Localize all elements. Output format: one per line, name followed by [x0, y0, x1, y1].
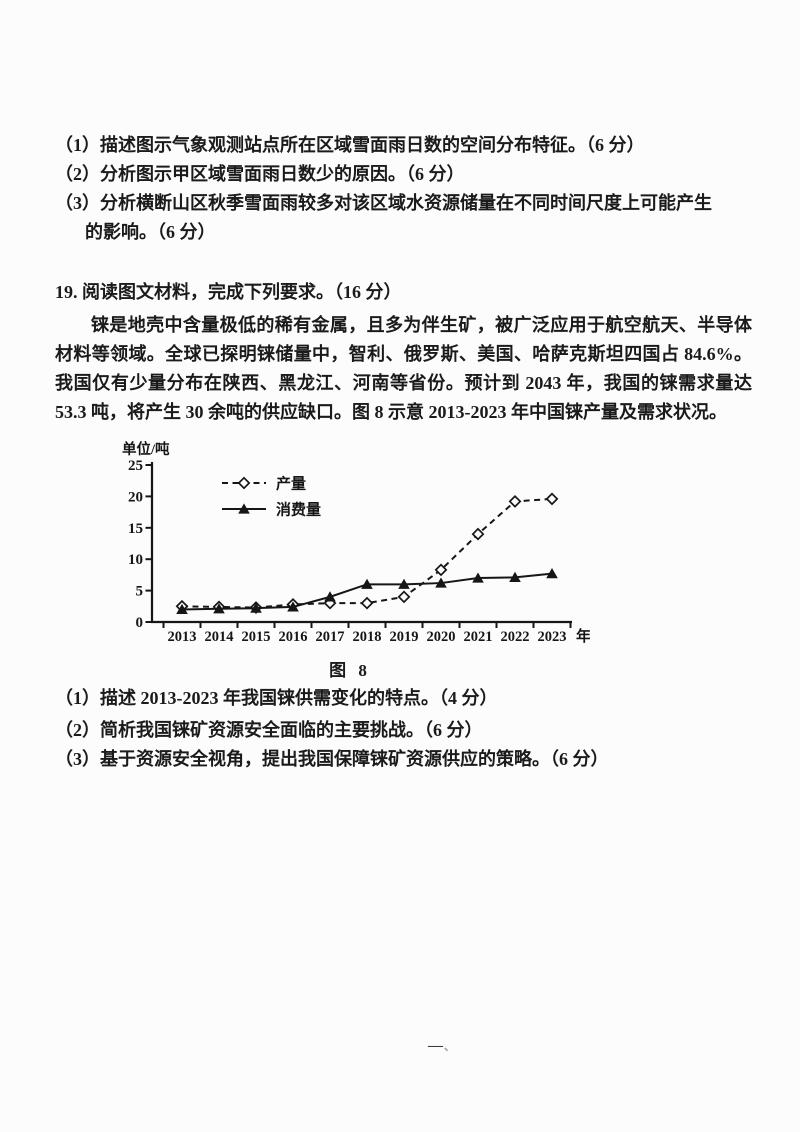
x-tick-label: 2022	[501, 629, 530, 645]
figure-8-chart: 单位/吨 0 5 10 15 20 25 2013 2014 2015 2016 2017 2018 20…	[110, 438, 591, 650]
series-line-production	[181, 497, 553, 609]
triangle-marker-icon	[213, 603, 225, 614]
axes	[150, 462, 572, 624]
x-tick-label: 2017	[316, 629, 345, 645]
triangle-marker-icon	[546, 568, 558, 579]
diamond-marker-icon	[508, 495, 522, 508]
x-tick-label: 2018	[353, 629, 382, 645]
triangle-marker-icon	[472, 572, 484, 583]
x-tick-label: 2015	[242, 629, 271, 645]
triangle-marker-icon	[361, 578, 373, 589]
x-tick-label: 2021	[464, 629, 493, 645]
legend-label: 产量	[276, 475, 306, 493]
x-tick-label: 2023	[538, 629, 567, 645]
question-19-part-3: （3）基于资源安全视角，提出我国保障铼矿资源供应的策略。（6 分）	[55, 749, 609, 769]
x-tick-label: 2016	[279, 629, 308, 645]
question-19-part-2: （2）简析我国铼矿资源安全面临的主要挑战。（6 分）	[55, 720, 483, 740]
footer-speck: 、	[444, 1041, 456, 1053]
diamond-marker-icon	[237, 476, 251, 490]
rhenium-production-consumption-line-chart: 单位/吨 0 5 10 15 20 25 2013 2014 2015 2016 2017 2018 20…	[122, 440, 591, 645]
question-18-part-3: （3）分析横断山区秋季雪面雨较多对该区域水资源储量在不同时间尺度上可能产生	[55, 193, 712, 213]
footer-dash: —	[428, 1038, 444, 1054]
x-axis-unit-label: 年	[576, 627, 590, 645]
triangle-marker-icon	[398, 578, 410, 589]
question-19-heading: 19. 阅读图文材料，完成下列要求。（16 分）	[55, 282, 402, 302]
question-19-part-1: （1）描述 2013-2023 年我国铼供需变化的特点。（4 分）	[55, 688, 498, 708]
triangle-marker-icon	[509, 571, 521, 583]
y-tick-label: 0	[136, 615, 144, 631]
question-18-part-3-continuation: 的影响。（6 分）	[85, 222, 216, 242]
x-tick-label: 2019	[390, 629, 419, 645]
y-tick-label: 10	[128, 552, 143, 568]
y-tick-label: 15	[128, 521, 143, 537]
diamond-marker-icon	[397, 590, 411, 604]
triangle-marker-icon	[287, 601, 299, 612]
triangle-marker-icon	[435, 577, 447, 588]
y-tick-label: 20	[128, 489, 143, 505]
question-19-material-paragraph: 铼是地壳中含量极低的稀有金属，且多为伴生矿，被广泛应用于航空航天、半导体材料等领…	[55, 315, 752, 422]
figure-caption: 图 8	[329, 661, 371, 680]
y-axis-unit-label: 单位/吨	[122, 440, 170, 458]
question-18-part-1: （1）描述图示气象观测站点所在区域雪面雨日数的空间分布特征。（6 分）	[55, 135, 645, 155]
diamond-marker-icon	[360, 596, 374, 610]
triangle-marker-icon	[250, 602, 262, 613]
legend-label: 消费量	[276, 501, 321, 519]
diamond-marker-icon	[471, 527, 485, 541]
x-tick-label: 2014	[205, 629, 234, 645]
x-tick-label: 2020	[427, 629, 456, 645]
question-18-part-2: （2）分析图示甲区域雪面雨日数少的原因。（6 分）	[55, 164, 465, 184]
y-tick-label: 25	[128, 458, 143, 474]
diamond-marker-icon	[545, 492, 559, 506]
triangle-marker-icon	[324, 591, 336, 602]
diamond-marker-icon	[434, 563, 448, 577]
y-tick-label: 5	[136, 584, 144, 600]
triangle-marker-icon	[238, 503, 250, 514]
triangle-marker-icon	[176, 603, 188, 615]
x-tick-label: 2013	[168, 629, 197, 645]
page-footer-mark: —、	[428, 1038, 456, 1055]
